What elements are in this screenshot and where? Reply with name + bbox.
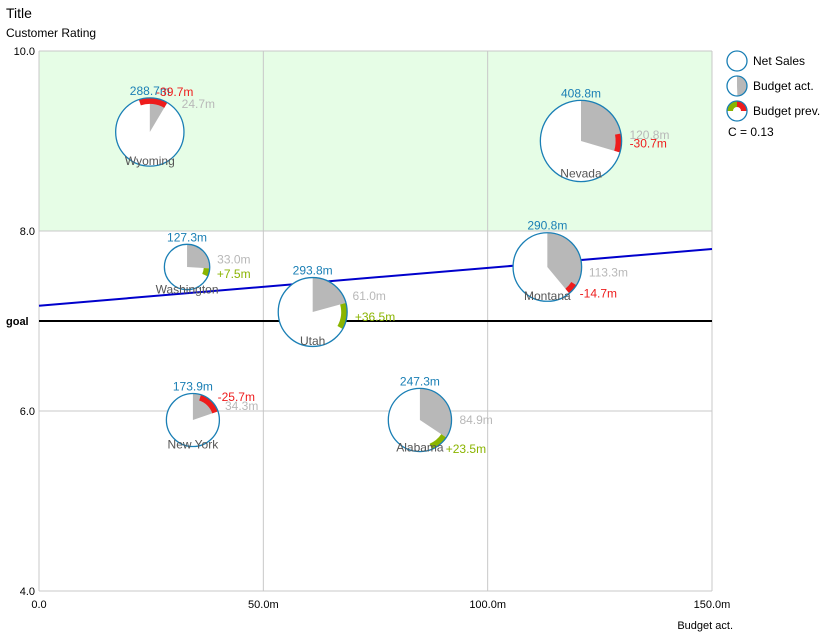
bubble-montana-delta-ring (565, 282, 577, 294)
delta-label: -30.7m (630, 136, 667, 150)
trend-line (38, 248, 713, 307)
legend-budget-act-outline (726, 75, 748, 97)
legend-item-label: Budget act. (753, 79, 814, 93)
bubble-nevada-delta-ring (614, 133, 622, 153)
x-axis-title: Budget act. (677, 620, 733, 632)
budget-act-label: 120.8m (629, 128, 669, 142)
bubble-new-york (165, 392, 221, 448)
delta-label: -25.7m (218, 390, 255, 404)
net-sales-label: 408.8m (561, 86, 601, 100)
delta-label: +23.5m (446, 442, 486, 456)
bubble-nevada-budget-act-wedge (580, 100, 622, 153)
legend-item-label: Net Sales (753, 54, 805, 68)
bubble-nevada (539, 99, 623, 183)
bubble-alabama-delta-ring (429, 434, 447, 450)
goal-label: goal (6, 316, 29, 328)
budget-act-label: 84.9m (459, 413, 492, 427)
y-tick-label: 10.0 (14, 46, 35, 58)
bubble-montana (512, 232, 583, 302)
legend-budget-act-wedge (737, 76, 748, 96)
budget-act-label: 113.3m (589, 266, 628, 280)
bubble-montana-budget-act-wedge (547, 232, 582, 294)
budget-act-label: 61.0m (353, 289, 386, 303)
category-label: Washington (156, 282, 219, 296)
bubble-alabama-budget-act-wedge (419, 388, 452, 438)
category-label: Montana (524, 289, 571, 303)
y-tick-label: 4.0 (20, 586, 35, 598)
budget-act-label: 34.3m (225, 399, 258, 413)
legend-budget-prev-outline (726, 100, 748, 122)
y-tick-label: 8.0 (20, 226, 35, 238)
net-sales-label: 293.8m (293, 264, 333, 278)
category-label: New York (168, 438, 220, 452)
bubble-wyoming-delta-ring (138, 97, 168, 108)
x-tick-label: 0.0 (31, 599, 46, 611)
x-tick-label: 150.0m (694, 599, 731, 611)
bubble-washington-budget-act-wedge (187, 244, 210, 269)
category-label: Utah (300, 334, 325, 348)
legend-item-label: Budget prev. (753, 104, 820, 118)
y-tick-label: 6.0 (20, 406, 35, 418)
net-sales-label: 127.3m (167, 230, 207, 244)
delta-label: +36.5m (355, 310, 395, 324)
net-sales-label: 247.3m (400, 374, 440, 388)
net-sales-label: 173.9m (173, 379, 213, 393)
bubble-new-york-delta-ring (199, 394, 218, 414)
delta-label: +7.5m (217, 267, 251, 281)
bubble-utah (277, 276, 348, 348)
category-label: Nevada (560, 166, 602, 180)
category-label: Alabama (396, 440, 444, 454)
bubble-alabama (387, 387, 453, 453)
bubble-wyoming (115, 97, 185, 167)
bubble-new-york-budget-act-wedge (192, 393, 218, 420)
legend-note: C = 0.13 (728, 125, 774, 139)
delta-label: -14.7m (580, 287, 617, 301)
legend-budget-prev-negative (737, 101, 747, 111)
budget-act-label: 33.0m (217, 253, 250, 267)
bubble-washington-delta-ring (202, 267, 210, 277)
bubble-utah-delta-ring (337, 302, 348, 329)
x-tick-label: 50.0m (248, 599, 279, 611)
y-axis-title: Customer Rating (6, 26, 97, 40)
net-sales-label: 290.8m (527, 219, 567, 233)
legend-budget-prev-positive (727, 101, 737, 111)
category-label: Wyoming (125, 154, 175, 168)
legend-net-sales-icon (726, 50, 748, 72)
bubble-utah-budget-act-wedge (312, 277, 346, 312)
chart-title: Title (6, 5, 32, 21)
bubble-washington (163, 243, 211, 291)
delta-label: -39.7m (156, 85, 193, 99)
budget-act-label: 24.7m (182, 97, 215, 111)
net-sales-label: 288.7m (130, 84, 170, 98)
x-tick-label: 100.0m (469, 599, 506, 611)
